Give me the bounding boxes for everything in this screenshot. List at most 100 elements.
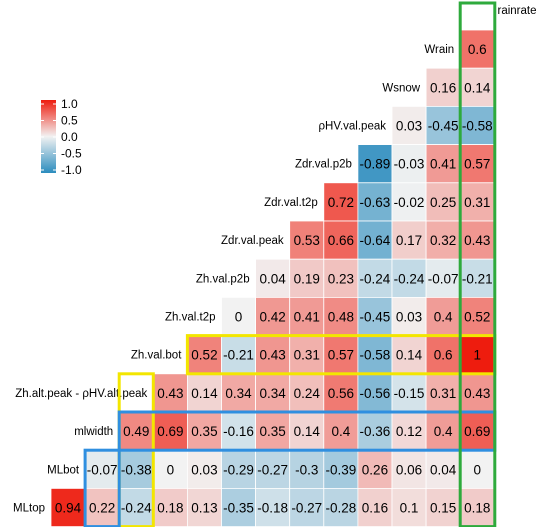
heatmap-cell <box>357 220 393 260</box>
cell-value: 0 <box>235 310 243 325</box>
cell-value: 0.31 <box>464 195 490 210</box>
cell-value: -0.28 <box>325 501 356 516</box>
cell-value: 0.43 <box>464 386 490 401</box>
cell-value: 0.03 <box>396 310 422 325</box>
cell-value: -0.3 <box>295 462 318 477</box>
heatmap-cell <box>186 373 222 413</box>
cell-value: -0.45 <box>428 119 459 134</box>
cell-value: 0.06 <box>396 462 422 477</box>
heatmap-cell <box>186 449 222 489</box>
cell-value: -0.38 <box>121 462 152 477</box>
cell-value: 0.31 <box>294 348 320 363</box>
row-label: MLtop <box>13 503 45 515</box>
heatmap-cell <box>221 373 256 413</box>
cell-value: 0.24 <box>294 386 321 401</box>
row-label: Wrain <box>424 44 454 56</box>
row-label: Zh.val.p2b <box>196 273 250 285</box>
cell-value: 0.49 <box>123 424 149 439</box>
heatmap-cell <box>459 296 495 336</box>
cell-value: 0.32 <box>430 233 456 248</box>
cell-value: -0.29 <box>223 462 254 477</box>
legend-colorbar <box>41 100 56 173</box>
cell-value: 0.17 <box>396 233 422 248</box>
heatmap-cell <box>391 487 427 527</box>
cell-value: 0.23 <box>328 271 354 286</box>
cell-value: 0.03 <box>396 119 422 134</box>
cell-value: -0.24 <box>121 501 152 516</box>
cell-value: -0.63 <box>360 195 391 210</box>
legend-tick-label: 0.5 <box>61 114 78 128</box>
cell-value: 0.04 <box>260 271 287 286</box>
heatmap-cell <box>391 220 427 260</box>
cell-value: 0.26 <box>362 462 388 477</box>
cell-value: -0.58 <box>360 348 391 363</box>
heatmap-cell <box>425 449 461 489</box>
cell-value: 0.03 <box>191 462 217 477</box>
cell-value: 0.14 <box>464 80 491 95</box>
legend-tick-label: 0.0 <box>61 130 78 144</box>
cell-value: 0.69 <box>464 424 490 439</box>
legend-tick-label: -0.5 <box>61 147 82 161</box>
cell-value: -0.24 <box>394 271 425 286</box>
heatmap-cell <box>186 487 222 527</box>
heatmap-cell <box>255 487 291 527</box>
cell-value: 0.41 <box>294 310 320 325</box>
row-label: Zdr.val.t2p <box>264 197 318 209</box>
cell-value: 0.1 <box>400 501 419 516</box>
heatmap-cell <box>323 220 359 260</box>
legend-tick-label: 1.0 <box>61 97 78 111</box>
row-label: Zdr.val.p2b <box>295 159 352 171</box>
heatmap-cells: 0.60.16 0.140.03 -0.45 -0.58-0.89 -0.03 0.41 0… <box>50 29 495 527</box>
cell-value: 0.18 <box>157 501 183 516</box>
heatmap-cell <box>289 411 325 451</box>
heatmap-cell <box>289 373 325 413</box>
cell-value: 0.53 <box>294 233 320 248</box>
heatmap-cell <box>357 335 393 375</box>
cell-value: 0.14 <box>294 424 321 439</box>
legend-tick-label: -1.0 <box>61 163 82 177</box>
cell-value: -0.21 <box>462 271 493 286</box>
cell-value: -0.35 <box>223 501 254 516</box>
cell-value: 0.57 <box>464 157 490 172</box>
heatmap-cell <box>118 449 154 489</box>
cell-value: -0.89 <box>360 157 391 172</box>
color-legend: 1.0 0.5 0.0 -0.5 -1.0 <box>41 97 82 177</box>
cell-value: -0.18 <box>257 501 288 516</box>
cell-value: 0.43 <box>157 386 183 401</box>
heatmap-cell <box>459 220 495 260</box>
cell-value: 0.66 <box>328 233 354 248</box>
heatmap-cell <box>425 373 461 413</box>
heatmap-cell <box>391 144 427 184</box>
heatmap-cell <box>425 258 461 298</box>
cell-value: -0.15 <box>394 386 425 401</box>
heatmap-cell <box>459 373 495 413</box>
cell-value: 0.43 <box>464 233 490 248</box>
cell-value: 0.18 <box>464 501 490 516</box>
row-labels: Wrain Wsnow ρHV.val.peak Zdr.val.p2b Zdr.val… <box>13 44 454 514</box>
cell-value: -0.36 <box>360 424 391 439</box>
cell-value: -0.39 <box>325 462 356 477</box>
heatmap-cell <box>289 258 325 298</box>
heatmap-cell <box>289 449 325 489</box>
cell-value: -0.24 <box>360 271 391 286</box>
heatmap-cell <box>425 67 461 107</box>
cell-value: 0.15 <box>430 501 456 516</box>
cell-value: 0.14 <box>191 386 218 401</box>
cell-value: 0.72 <box>328 195 354 210</box>
cell-value: -0.56 <box>360 386 391 401</box>
cell-value: 0.52 <box>191 348 217 363</box>
heatmap-cell <box>221 411 256 451</box>
cell-value: -0.02 <box>394 195 425 210</box>
cell-value: 0.35 <box>191 424 217 439</box>
cell-value: 0.14 <box>396 348 423 363</box>
cell-value: 0 <box>473 462 481 477</box>
cell-value: 0.31 <box>430 386 456 401</box>
cell-value: 0.13 <box>191 501 217 516</box>
cell-value: 0.34 <box>260 386 287 401</box>
cell-value: 0.6 <box>468 42 487 57</box>
highlight-boxes <box>83 1 497 527</box>
cell-value: 0.22 <box>89 501 115 516</box>
cell-value: -0.27 <box>257 462 288 477</box>
row-label: ρHV.val.peak <box>319 121 387 133</box>
